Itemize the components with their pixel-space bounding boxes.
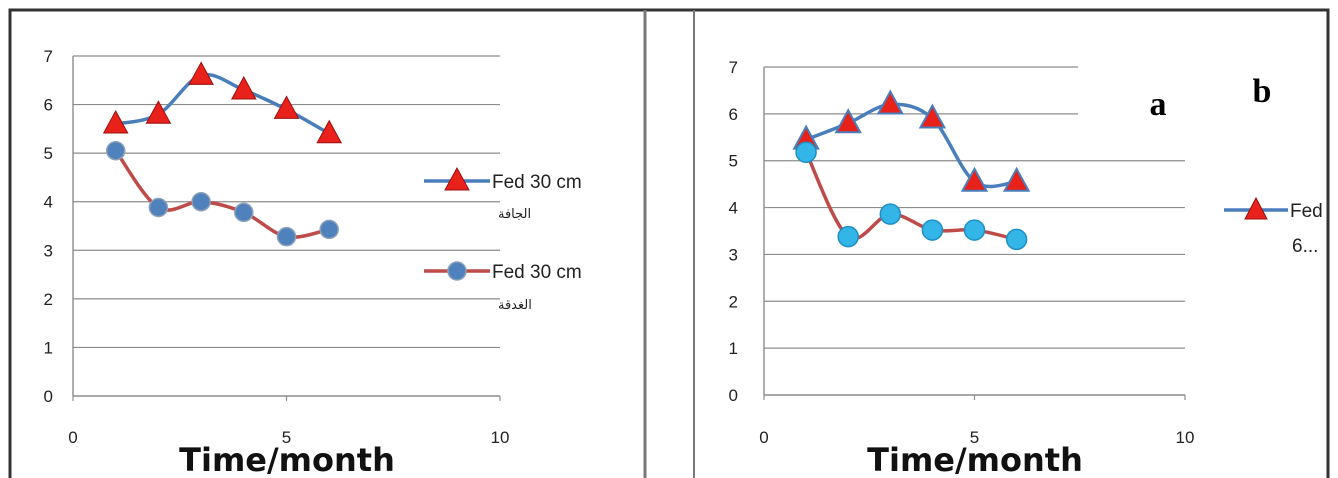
x-tick-label: 5 [282, 428, 291, 447]
y-tick-label: 1 [729, 339, 738, 358]
chart-1-series [102, 61, 343, 247]
series-2-marker [105, 140, 126, 161]
y-tick-label: 2 [729, 292, 738, 311]
y-tick-label: 4 [729, 199, 738, 218]
chart-1-legend: Fed 30 cm الجافة Fed 30 cm الغدقة [424, 166, 582, 313]
legend-item-1-label: Fed 30 cm [492, 172, 582, 193]
series-2-marker [319, 219, 339, 240]
series-1-marker [273, 95, 300, 119]
figure-frame [8, 8, 1330, 478]
chart-1-y-ticks: 0 1 2 3 4 5 6 7 [44, 47, 53, 406]
y-tick-label: 6 [729, 105, 738, 124]
y-tick-label: 0 [729, 386, 738, 405]
legend-item-1-sub: الجافة [498, 207, 531, 222]
series-2-marker [234, 202, 254, 223]
y-tick-label: 5 [729, 152, 738, 171]
chart-2-x-axis-label: Time/month [867, 441, 1083, 478]
legend-marker-triangle [1244, 196, 1268, 220]
chart-1-grid [72, 55, 500, 397]
x-tick-label: 0 [759, 428, 768, 447]
y-tick-label: 3 [729, 245, 738, 264]
series-1-marker [1002, 166, 1031, 192]
chart-2-y-ticks: 0 1 2 3 4 5 6 7 [729, 58, 738, 405]
y-tick-label: 6 [44, 96, 53, 115]
x-tick-label: 0 [68, 428, 77, 447]
legend-marker-circle [447, 261, 467, 281]
y-tick-label: 4 [44, 193, 53, 212]
y-tick-label: 0 [44, 387, 53, 406]
chart-1-x-axis-label: Time/month [179, 441, 395, 478]
series-2-marker [276, 226, 297, 247]
series-1-marker [834, 108, 862, 134]
x-tick-label: 10 [1176, 428, 1195, 447]
series-1-marker [918, 103, 947, 129]
y-tick-label: 3 [44, 241, 53, 260]
series-1-marker [102, 109, 129, 134]
legend-item-1-sub: 6... [1292, 236, 1318, 257]
series-2-marker [837, 225, 859, 248]
series-2-marker [963, 219, 986, 241]
legend-item-2-label: Fed 30 cm [492, 262, 582, 283]
x-tick-label: 5 [970, 428, 979, 447]
series-2-marker [148, 197, 169, 218]
series-2-marker [795, 141, 817, 164]
x-tick-label: 10 [491, 428, 510, 447]
chart-2-series [792, 89, 1031, 251]
series-2-marker [191, 191, 211, 212]
series-2-marker [921, 219, 944, 241]
panel-label-b: b [1253, 73, 1272, 110]
series-2-line [114, 149, 330, 239]
series-2-marker [1005, 228, 1028, 251]
chart-2: 0 1 2 3 4 5 6 7 0 5 10 Time/month a b Fed 6... [729, 58, 1323, 478]
chart-2-legend: Fed 6... [1224, 196, 1323, 257]
y-tick-label: 2 [44, 290, 53, 309]
series-1-marker [876, 89, 904, 115]
legend-marker-triangle [444, 166, 470, 191]
chart-2-x-ticks: 0 5 10 [759, 395, 1194, 447]
series-2-marker [879, 203, 902, 225]
series-2-line [804, 151, 1017, 242]
y-tick-label: 7 [44, 47, 53, 66]
series-1-marker [188, 61, 214, 85]
legend-item-1-label: Fed [1290, 201, 1323, 222]
legend-item-2-sub: الغدقة [498, 298, 532, 313]
chart-1-x-ticks: 0 5 10 [68, 396, 509, 447]
y-tick-label: 1 [44, 338, 53, 357]
series-1-line [805, 102, 1017, 189]
series-1-marker [316, 119, 343, 144]
panel-label-a: a [1150, 86, 1167, 123]
y-tick-label: 5 [44, 144, 53, 163]
series-1-marker [230, 75, 257, 100]
series-1-marker [960, 166, 989, 192]
y-tick-label: 7 [729, 58, 738, 77]
series-1-marker [145, 100, 172, 124]
chart-1: 0 1 2 3 4 5 6 7 0 5 10 Time/month Fed 30 cm الجاف… [44, 47, 582, 478]
